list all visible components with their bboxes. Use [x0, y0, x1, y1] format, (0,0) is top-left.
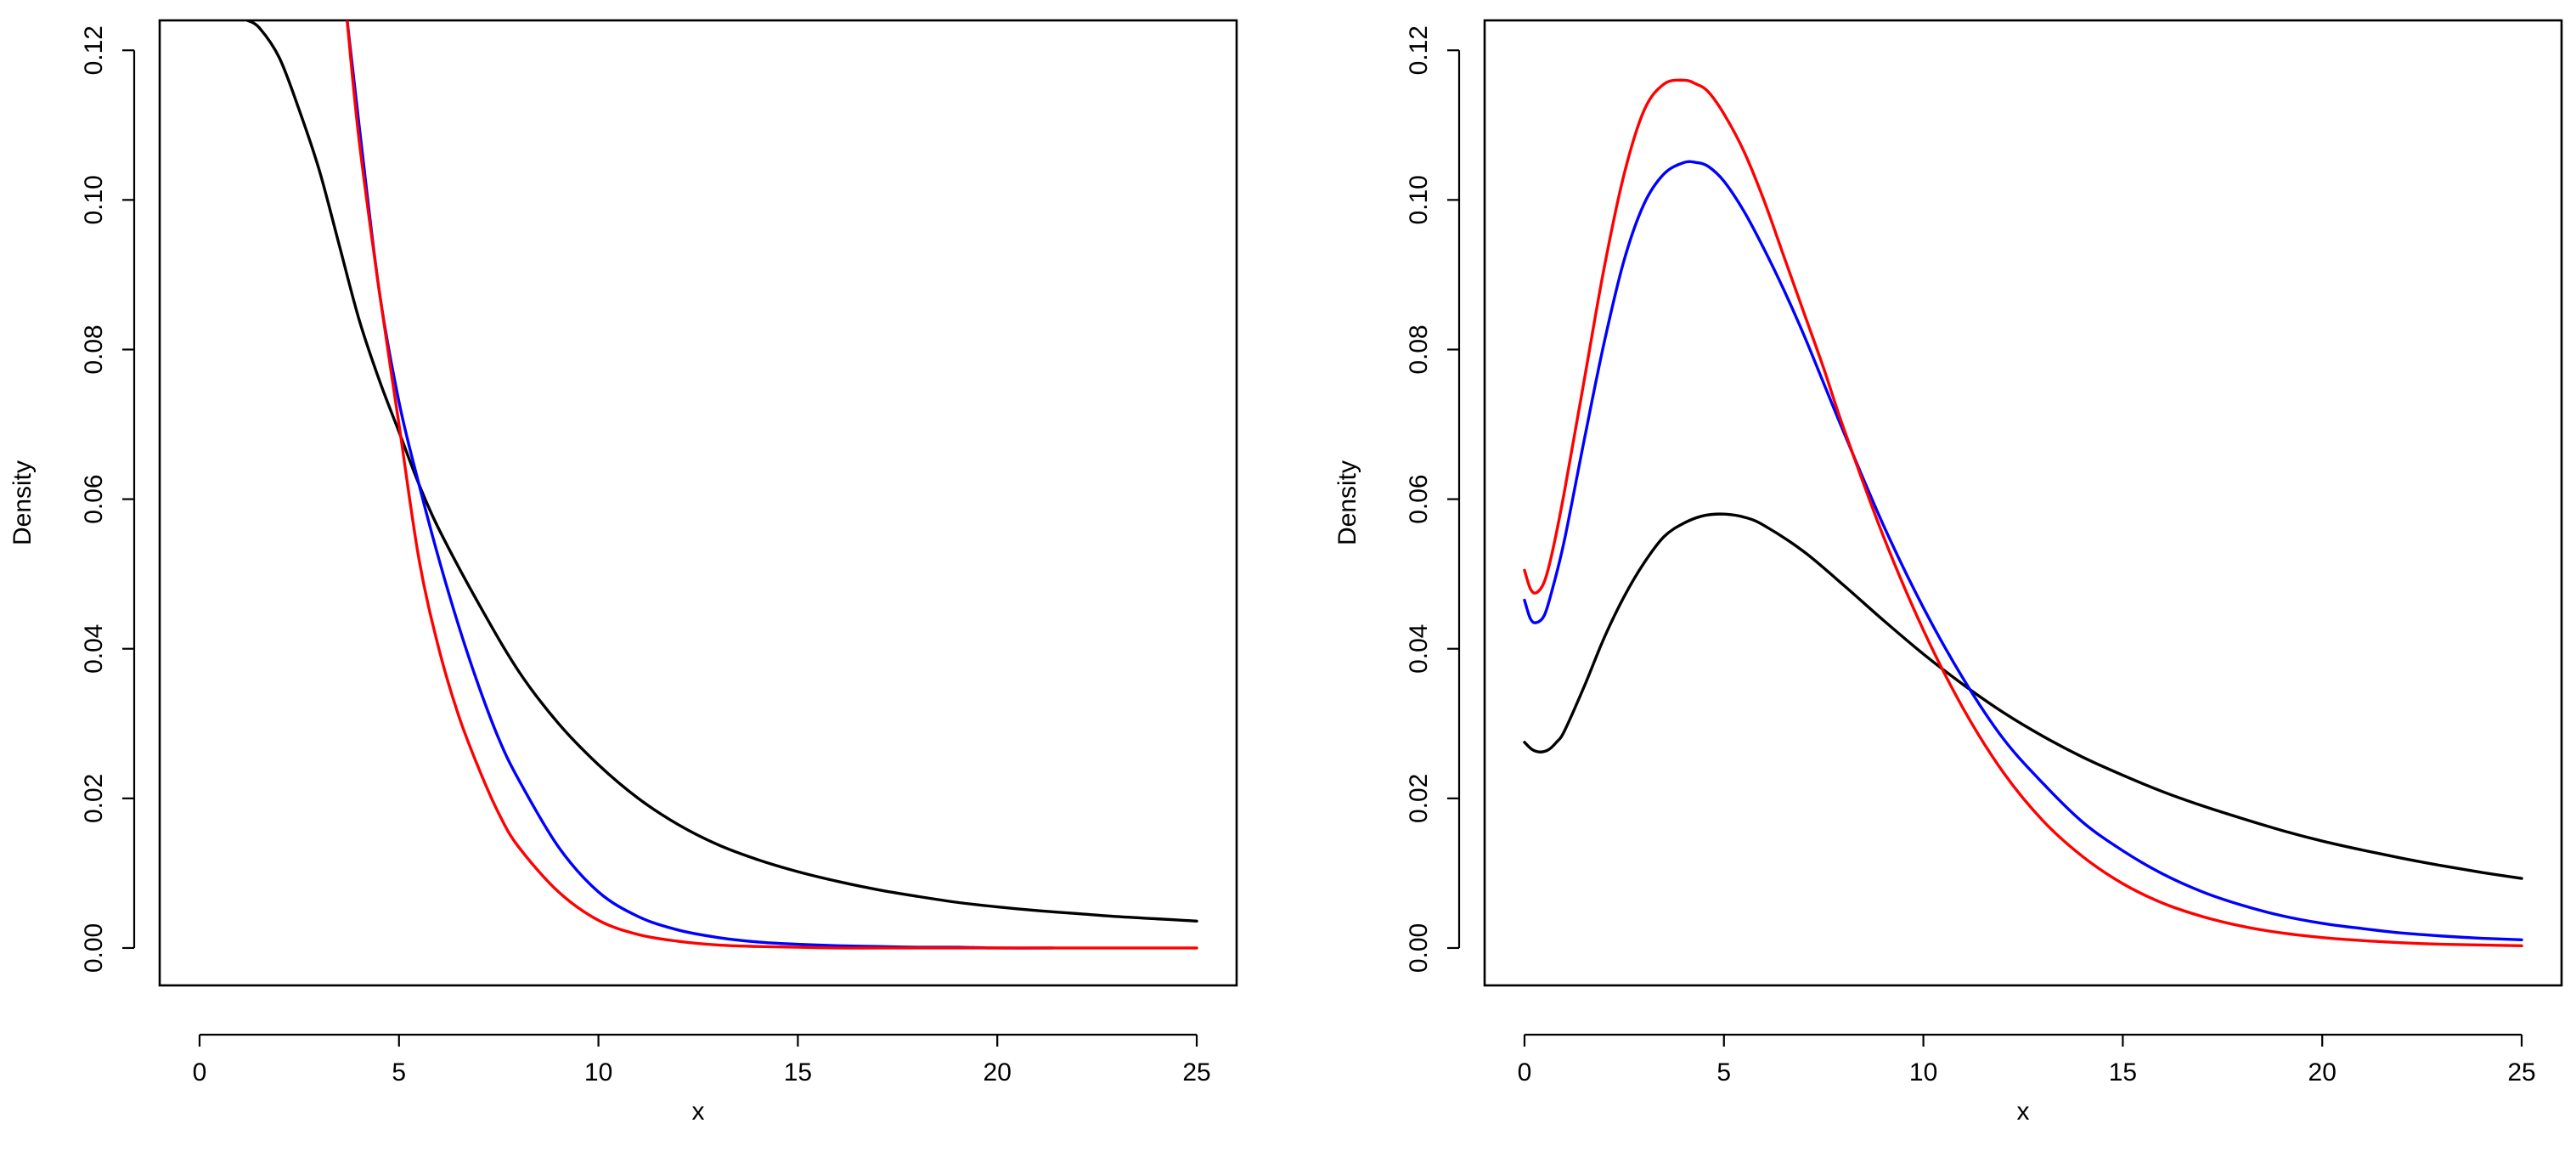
- y-tick-label: 0.10: [1405, 175, 1433, 224]
- y-tick-label: 0.12: [1405, 25, 1433, 75]
- left-density-plot: 0 5 10 15 20 25 0.00 0.02 0.04 0.06 0.08 0.10 0.12 x D…: [8, 19, 1238, 1126]
- black-density-curve: [245, 20, 1198, 923]
- y-tick-label: 0.04: [1405, 624, 1433, 674]
- x-axis-title: x: [2017, 1098, 2030, 1126]
- x-tick-label: 25: [2507, 1058, 2535, 1086]
- y-axis-title: Density: [8, 460, 37, 545]
- y-tick-label: 0.02: [80, 774, 108, 823]
- x-tick-label: 15: [2109, 1058, 2137, 1086]
- y-tick-label: 0.10: [80, 175, 108, 224]
- y-tick-label: 0.08: [80, 325, 108, 374]
- plot-frame: [158, 19, 1238, 987]
- x-tick-label: 5: [1716, 1058, 1731, 1086]
- plot-frame: [1483, 19, 2563, 987]
- right-density-plot: 0 5 10 15 20 25 0.00 0.02 0.04 0.06 0.08 0.10 0.12 x D…: [1333, 19, 2563, 1126]
- y-tick-label: 0.02: [1405, 774, 1433, 823]
- x-tick-label: 25: [1182, 1058, 1210, 1086]
- x-axis-title: x: [692, 1098, 705, 1126]
- y-tick-label: 0.08: [1405, 325, 1433, 374]
- x-tick-label: 20: [984, 1058, 1012, 1086]
- black-density-curve: [1523, 512, 2523, 880]
- x-tick-label: 15: [784, 1058, 812, 1086]
- x-tick-label: 10: [1909, 1058, 1937, 1086]
- y-tick-label: 0.06: [1405, 474, 1433, 523]
- y-tick-label: 0.00: [80, 923, 108, 973]
- x-tick-label: 5: [392, 1058, 406, 1086]
- red-density-curve: [346, 20, 1198, 950]
- y-tick-label: 0.00: [1405, 923, 1433, 973]
- y-tick-label: 0.12: [80, 25, 108, 75]
- x-tick-label: 0: [193, 1058, 207, 1086]
- x-tick-label: 10: [584, 1058, 612, 1086]
- y-tick-label: 0.06: [80, 474, 108, 523]
- x-tick-label: 20: [2308, 1058, 2336, 1086]
- blue-density-curve: [1523, 160, 2523, 941]
- red-density-curve: [1523, 78, 2523, 948]
- x-tick-label: 0: [1518, 1058, 1532, 1086]
- y-axis-title: Density: [1333, 460, 1361, 545]
- blue-density-curve: [346, 20, 1055, 950]
- y-tick-label: 0.04: [80, 624, 108, 674]
